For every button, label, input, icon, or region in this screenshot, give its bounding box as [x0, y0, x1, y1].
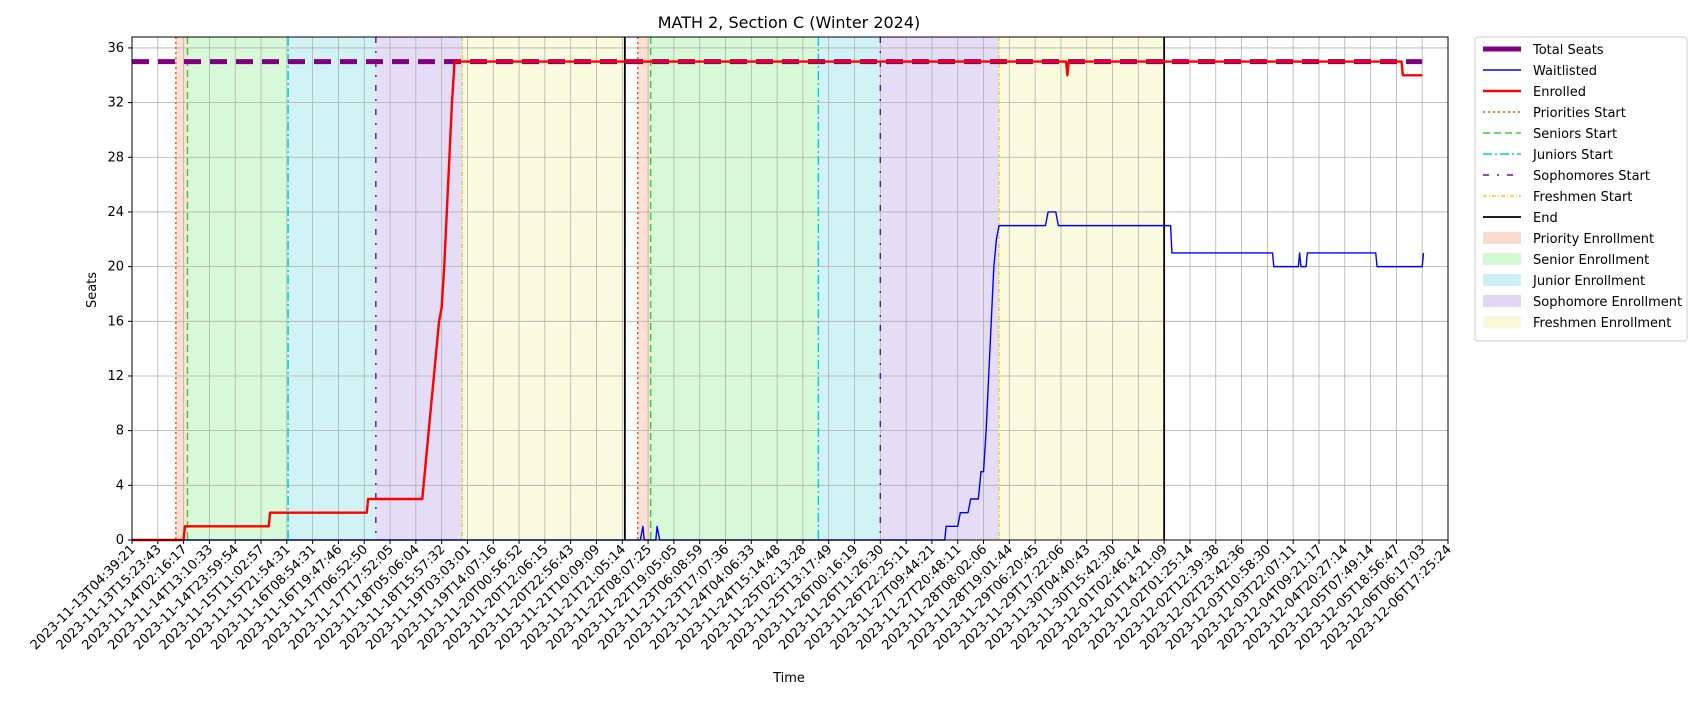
span-priority-enrollment	[637, 37, 651, 540]
y-tick-label: 12	[107, 369, 124, 384]
span-freshmen-enrollment	[462, 37, 625, 540]
legend-label: Seniors Start	[1533, 127, 1617, 142]
legend: Total Seats Waitlisted Enrolled Priorities …	[1474, 36, 1688, 342]
span-freshmen-enrollment	[999, 37, 1165, 540]
legend-swatch	[1483, 253, 1521, 265]
legend-label: Freshmen Enrollment	[1533, 316, 1671, 331]
x-axis-label: Time	[772, 671, 805, 686]
legend-label: Priorities Start	[1533, 106, 1626, 121]
y-tick-label: 36	[107, 41, 124, 56]
legend-label: Freshmen Start	[1533, 190, 1632, 205]
legend-label: Juniors Start	[1532, 148, 1613, 163]
legend-swatch	[1483, 274, 1521, 286]
y-tick-label: 4	[116, 478, 124, 493]
span-junior-enrollment	[288, 37, 376, 540]
plot-frame	[131, 36, 1449, 541]
y-axis: 0 4 8 12 16 20 24 28 32 36	[107, 41, 132, 548]
legend-label: Priority Enrollment	[1533, 232, 1654, 247]
y-tick-label: 20	[107, 260, 124, 275]
y-axis-label: Seats	[85, 272, 100, 308]
legend-label: End	[1533, 211, 1558, 226]
legend-label: Junior Enrollment	[1532, 274, 1645, 289]
legend-label: Sophomores Start	[1533, 169, 1650, 184]
span-sophomore-enrollment	[880, 37, 1000, 540]
y-tick-label: 28	[107, 150, 124, 165]
span-junior-enrollment	[818, 37, 881, 540]
enrollment-spans	[175, 37, 1165, 540]
legend-label: Senior Enrollment	[1533, 253, 1649, 268]
y-tick-label: 16	[107, 314, 124, 329]
span-priority-enrollment	[175, 37, 188, 540]
y-tick-label: 24	[107, 205, 124, 220]
series-enrolled	[132, 60, 1423, 542]
y-tick-label: 0	[116, 533, 124, 548]
span-sophomore-enrollment	[375, 37, 463, 540]
span-senior-enrollment	[187, 37, 289, 540]
legend-label: Total Seats	[1532, 43, 1604, 58]
grid-lines	[131, 37, 1449, 541]
legend-swatch	[1483, 295, 1521, 307]
y-tick-label: 8	[116, 424, 124, 439]
legend-label: Waitlisted	[1533, 64, 1597, 79]
chart-title: MATH 2, Section C (Winter 2024)	[658, 13, 921, 32]
legend-label: Sophomore Enrollment	[1533, 295, 1682, 310]
event-lines	[175, 37, 1166, 540]
legend-swatch	[1483, 316, 1521, 328]
legend-label: Enrolled	[1533, 85, 1586, 100]
legend-swatch	[1483, 232, 1521, 244]
legend-box	[1474, 36, 1688, 342]
x-axis: 2023-11-13T04:39:212023-11-13T15:23:4320…	[28, 540, 1455, 653]
y-tick-label: 32	[107, 96, 124, 111]
span-senior-enrollment	[650, 37, 819, 540]
